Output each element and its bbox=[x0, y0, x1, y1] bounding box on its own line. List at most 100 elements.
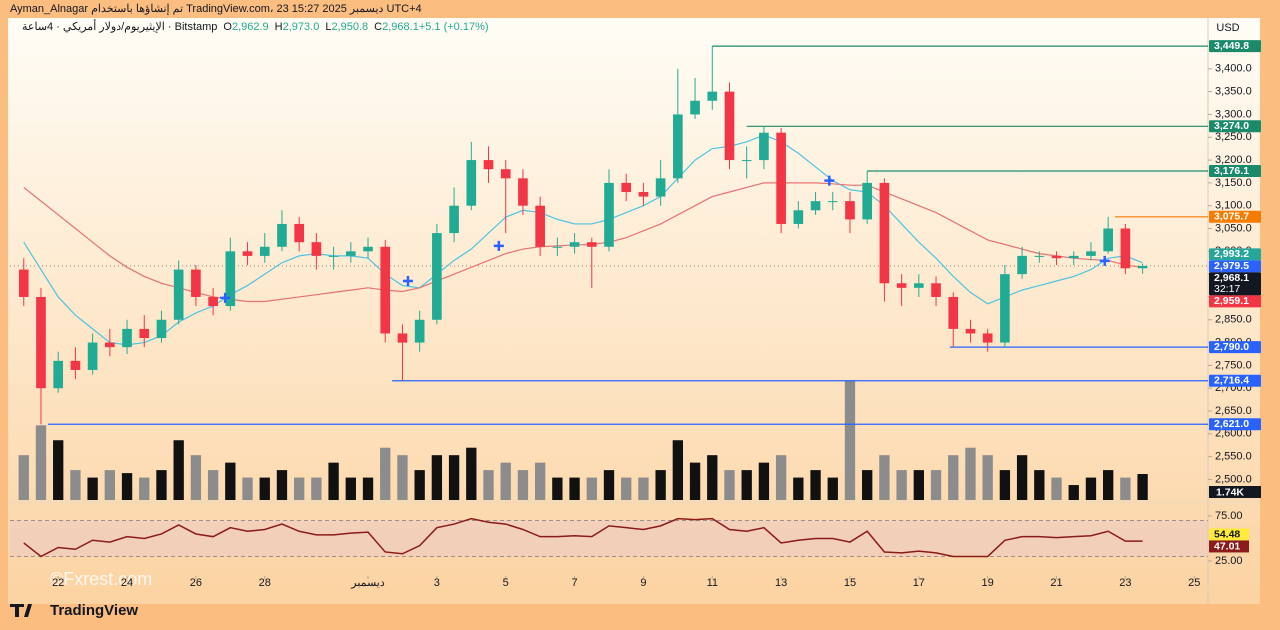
x-tick-label: ديسمبر bbox=[350, 577, 385, 589]
x-tick-label: 24 bbox=[121, 577, 133, 589]
rsi-tick-label: 75.00 bbox=[1215, 510, 1243, 522]
volume-bar bbox=[1137, 474, 1148, 500]
volume-bar bbox=[173, 440, 184, 500]
cross-marker bbox=[493, 240, 504, 251]
candle-body bbox=[363, 246, 373, 252]
volume-bar bbox=[707, 455, 718, 500]
volume-bar bbox=[982, 455, 993, 500]
volume-bar bbox=[827, 477, 838, 500]
level-label-box bbox=[1209, 248, 1261, 261]
y-tick-label: 2,650.0 bbox=[1215, 405, 1252, 417]
volume-bar bbox=[965, 447, 976, 500]
level-label: 2,621.0 bbox=[1214, 418, 1249, 430]
candle-body bbox=[1034, 255, 1045, 257]
candle-body bbox=[414, 319, 425, 343]
volume-bar bbox=[121, 473, 133, 500]
rsi-label-box bbox=[1209, 528, 1249, 541]
symbol-legend: الإيثيريوم/دولار أمريكي · 4ساعة · Bitsta… bbox=[22, 19, 489, 33]
volume-bar bbox=[53, 440, 64, 500]
legend-value: 2,968.1 bbox=[382, 21, 419, 33]
candle-body bbox=[931, 283, 941, 297]
volume-bar bbox=[276, 470, 288, 500]
volume-bar bbox=[1120, 477, 1131, 500]
candle-body bbox=[569, 242, 580, 247]
y-tick-label: 2,500.0 bbox=[1215, 473, 1252, 485]
legend-key: L bbox=[325, 21, 331, 33]
candle-body bbox=[810, 201, 821, 211]
candle-body bbox=[259, 246, 270, 256]
volume-bar bbox=[810, 470, 821, 500]
volume-bar bbox=[689, 462, 701, 500]
candle-body bbox=[1017, 255, 1027, 275]
brand: TradingView bbox=[50, 602, 138, 619]
volume-bar bbox=[896, 470, 907, 500]
volume-bar bbox=[1068, 485, 1079, 500]
x-tick-label: 5 bbox=[503, 577, 509, 589]
volume-bar bbox=[483, 470, 494, 500]
candle-body bbox=[311, 242, 322, 256]
candle-body bbox=[552, 246, 563, 248]
attribution: Ayman_Alnagar تم إنشاؤها باستخدام Tradin… bbox=[10, 3, 422, 15]
candle-body bbox=[707, 91, 718, 101]
candle-body bbox=[70, 360, 81, 370]
volume-bar bbox=[758, 462, 770, 500]
candle-body bbox=[776, 132, 786, 224]
volume-bar bbox=[466, 447, 477, 500]
y-tick-label: 2,750.0 bbox=[1215, 359, 1252, 371]
candle-body bbox=[845, 201, 855, 220]
volume-bar bbox=[70, 470, 81, 500]
volume-bar bbox=[844, 380, 856, 500]
x-tick-label: 15 bbox=[844, 577, 856, 589]
brand-logo bbox=[10, 604, 32, 617]
candle-body bbox=[53, 360, 64, 389]
volume-bar bbox=[380, 447, 391, 500]
volume-bar bbox=[190, 455, 202, 500]
volume-bar bbox=[1085, 477, 1097, 500]
candle-body bbox=[466, 160, 477, 206]
candle-body bbox=[535, 205, 545, 247]
level-label-box bbox=[1209, 120, 1261, 133]
volume-bar bbox=[311, 477, 322, 500]
legend-key: O bbox=[223, 21, 232, 33]
candle-body bbox=[191, 269, 201, 297]
candle-body bbox=[173, 269, 184, 320]
candle-body bbox=[638, 192, 649, 197]
y-tick-label: 2,850.0 bbox=[1215, 314, 1252, 326]
volume-bar bbox=[242, 477, 253, 500]
volume-bar bbox=[362, 477, 374, 500]
x-tick-label: 17 bbox=[913, 577, 925, 589]
y-tick-label: 3,350.0 bbox=[1215, 86, 1252, 98]
candle-body bbox=[1137, 265, 1148, 269]
cross-marker bbox=[402, 275, 413, 286]
level-label-box bbox=[1209, 341, 1261, 354]
symbol-title: الإيثيريوم/دولار أمريكي · 4ساعة · Bitsta… bbox=[22, 19, 217, 33]
level-label: 2,968.1 bbox=[1214, 272, 1249, 284]
volume-bar bbox=[517, 470, 529, 500]
volume-bar bbox=[345, 477, 356, 500]
rsi-label-box bbox=[1209, 540, 1249, 553]
candle-body bbox=[139, 328, 150, 339]
candle-body bbox=[380, 246, 391, 334]
volume-bar bbox=[1034, 470, 1045, 500]
candle-body bbox=[36, 296, 46, 389]
rsi-tick-label: 25.00 bbox=[1215, 555, 1243, 567]
candle-body bbox=[1120, 228, 1131, 269]
volume-bar bbox=[18, 455, 29, 500]
volume-bar bbox=[104, 470, 115, 500]
rsi-label: 47.01 bbox=[1214, 541, 1240, 553]
level-label-box bbox=[1209, 272, 1261, 296]
candle-body bbox=[741, 160, 752, 162]
candle-body bbox=[518, 178, 528, 206]
level-label: 3,176.1 bbox=[1214, 165, 1249, 177]
legend-value: +5.1 (+0.17%) bbox=[419, 21, 489, 33]
level-label-box bbox=[1209, 210, 1261, 223]
candle-body bbox=[294, 223, 304, 243]
volume-bar bbox=[999, 470, 1011, 500]
candle-body bbox=[500, 169, 511, 179]
candle-body bbox=[879, 182, 890, 284]
level-label-box bbox=[1209, 295, 1261, 308]
candle-body bbox=[914, 283, 924, 288]
level-label: 2,790.0 bbox=[1214, 341, 1249, 353]
